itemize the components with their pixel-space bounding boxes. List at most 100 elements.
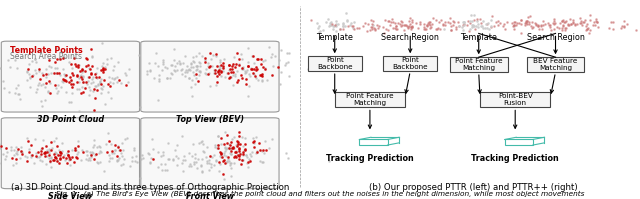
Point xyxy=(230,156,241,159)
Point xyxy=(0,86,10,89)
Point xyxy=(227,146,237,149)
Point xyxy=(198,151,209,154)
Point xyxy=(216,71,226,74)
Point xyxy=(282,52,292,55)
Point xyxy=(166,71,176,74)
Point xyxy=(214,67,225,70)
Point xyxy=(54,157,65,160)
Point xyxy=(220,161,230,164)
Point xyxy=(218,159,228,163)
Point xyxy=(83,79,93,82)
Point xyxy=(438,23,449,26)
Point xyxy=(458,20,468,23)
Point xyxy=(157,68,167,71)
Point xyxy=(216,152,227,155)
Point xyxy=(71,156,81,159)
Point xyxy=(86,71,97,74)
Point xyxy=(231,63,241,66)
Point xyxy=(214,68,224,71)
Point xyxy=(67,155,77,158)
Point xyxy=(64,100,74,103)
Point xyxy=(72,73,83,76)
Point xyxy=(523,16,533,19)
Point xyxy=(96,83,106,86)
Point xyxy=(338,23,348,26)
Point xyxy=(220,142,230,145)
Point xyxy=(274,59,284,62)
FancyBboxPatch shape xyxy=(141,41,279,112)
Point xyxy=(85,67,95,70)
Point xyxy=(239,149,250,152)
Point xyxy=(465,28,475,31)
Point xyxy=(175,61,185,65)
Point xyxy=(167,63,177,66)
Point xyxy=(228,147,239,150)
Point xyxy=(10,59,20,62)
Point xyxy=(63,80,74,83)
Point xyxy=(232,52,243,55)
Point xyxy=(70,63,80,66)
Point xyxy=(14,93,24,96)
Point xyxy=(522,20,532,23)
Point xyxy=(331,24,341,27)
Point xyxy=(56,86,67,89)
Point xyxy=(413,26,423,29)
Point xyxy=(225,76,236,79)
Point xyxy=(524,22,534,26)
Point xyxy=(143,152,154,156)
Point xyxy=(210,68,220,72)
Point xyxy=(143,152,153,155)
Point xyxy=(486,24,497,27)
Point xyxy=(60,158,70,161)
Point xyxy=(78,76,88,79)
Point xyxy=(192,64,202,67)
Point xyxy=(195,69,205,72)
Point xyxy=(380,18,390,21)
Point xyxy=(220,130,230,133)
Point xyxy=(237,66,248,69)
Point xyxy=(559,29,570,32)
Point xyxy=(256,73,266,76)
Point xyxy=(55,57,65,60)
Point xyxy=(61,157,71,160)
Point xyxy=(202,161,212,164)
Point xyxy=(170,148,180,151)
Point xyxy=(554,26,564,29)
Point xyxy=(78,81,88,84)
Point xyxy=(86,47,96,50)
Point xyxy=(566,22,576,26)
Point xyxy=(120,138,130,141)
Point xyxy=(113,158,124,162)
Text: Side View: Side View xyxy=(49,192,92,199)
Point xyxy=(40,76,51,79)
Point xyxy=(127,156,137,159)
FancyBboxPatch shape xyxy=(450,57,508,72)
Point xyxy=(12,152,22,155)
Point xyxy=(577,20,588,23)
Point xyxy=(210,146,220,149)
Point xyxy=(97,67,108,70)
Point xyxy=(188,60,198,64)
Point xyxy=(335,28,346,31)
Point xyxy=(105,84,115,87)
Point xyxy=(227,64,237,68)
Point xyxy=(335,27,346,30)
Point xyxy=(181,68,191,71)
Point xyxy=(557,26,567,30)
Point xyxy=(97,62,108,65)
Point xyxy=(201,67,211,71)
Point xyxy=(67,149,77,152)
Point xyxy=(233,79,243,82)
Point xyxy=(329,25,339,28)
Point xyxy=(227,68,237,71)
Point xyxy=(110,143,120,147)
Point xyxy=(46,148,56,152)
Point xyxy=(244,152,255,156)
Point xyxy=(120,72,131,75)
Point xyxy=(173,156,183,159)
Point xyxy=(88,75,98,79)
Point xyxy=(52,71,62,74)
Point xyxy=(222,72,232,75)
Point xyxy=(621,23,632,26)
Point xyxy=(45,65,56,68)
